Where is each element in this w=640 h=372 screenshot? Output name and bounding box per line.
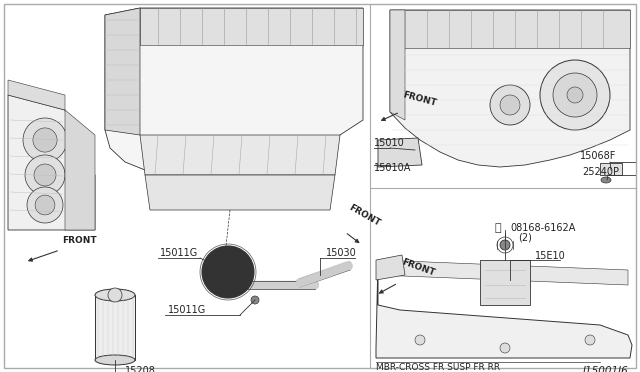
Polygon shape [378,260,628,285]
Text: 08168-6162A: 08168-6162A [510,223,575,233]
Polygon shape [8,80,65,110]
Polygon shape [65,110,95,230]
Text: J15001J6: J15001J6 [582,366,628,372]
Polygon shape [105,8,363,178]
Polygon shape [376,255,405,280]
Polygon shape [145,175,335,210]
Text: 15030: 15030 [326,248,356,258]
Text: 15011G: 15011G [168,305,206,315]
Text: FRONT: FRONT [402,90,438,108]
Text: 15011G: 15011G [160,248,198,258]
Circle shape [500,95,520,115]
Text: (2): (2) [518,233,532,243]
Text: 15068F: 15068F [580,151,616,161]
Text: Ⓢ: Ⓢ [495,223,501,233]
Circle shape [33,128,57,152]
Circle shape [553,73,597,117]
Polygon shape [140,8,363,45]
Polygon shape [390,10,630,48]
Circle shape [500,240,510,250]
Text: 15E10: 15E10 [535,251,566,261]
Polygon shape [140,135,340,175]
Text: 25240P: 25240P [582,167,619,177]
Polygon shape [8,95,95,230]
Circle shape [251,296,259,304]
Circle shape [567,87,583,103]
Polygon shape [105,8,140,135]
Circle shape [202,246,254,298]
Text: FRONT: FRONT [62,236,97,245]
Polygon shape [390,10,405,120]
Circle shape [108,288,122,302]
Ellipse shape [95,289,135,301]
Circle shape [25,155,65,195]
Text: 15010: 15010 [374,138,404,148]
Text: MBR-CROSS FR SUSP FR RR: MBR-CROSS FR SUSP FR RR [376,362,500,372]
Circle shape [34,164,56,186]
Text: FRONT: FRONT [400,258,436,278]
Text: FRONT: FRONT [347,203,381,228]
Bar [95,295,135,360]
Circle shape [23,118,67,162]
Circle shape [500,343,510,353]
Polygon shape [480,260,530,305]
Circle shape [415,335,425,345]
Polygon shape [376,260,632,358]
Polygon shape [378,138,422,167]
Text: 15208: 15208 [125,366,156,372]
Polygon shape [390,10,630,167]
Circle shape [585,335,595,345]
Circle shape [27,187,63,223]
Bar [600,163,622,175]
Circle shape [540,60,610,130]
Circle shape [490,85,530,125]
Text: 15010A: 15010A [374,163,412,173]
Ellipse shape [601,177,611,183]
Ellipse shape [95,355,135,365]
Circle shape [35,195,55,215]
